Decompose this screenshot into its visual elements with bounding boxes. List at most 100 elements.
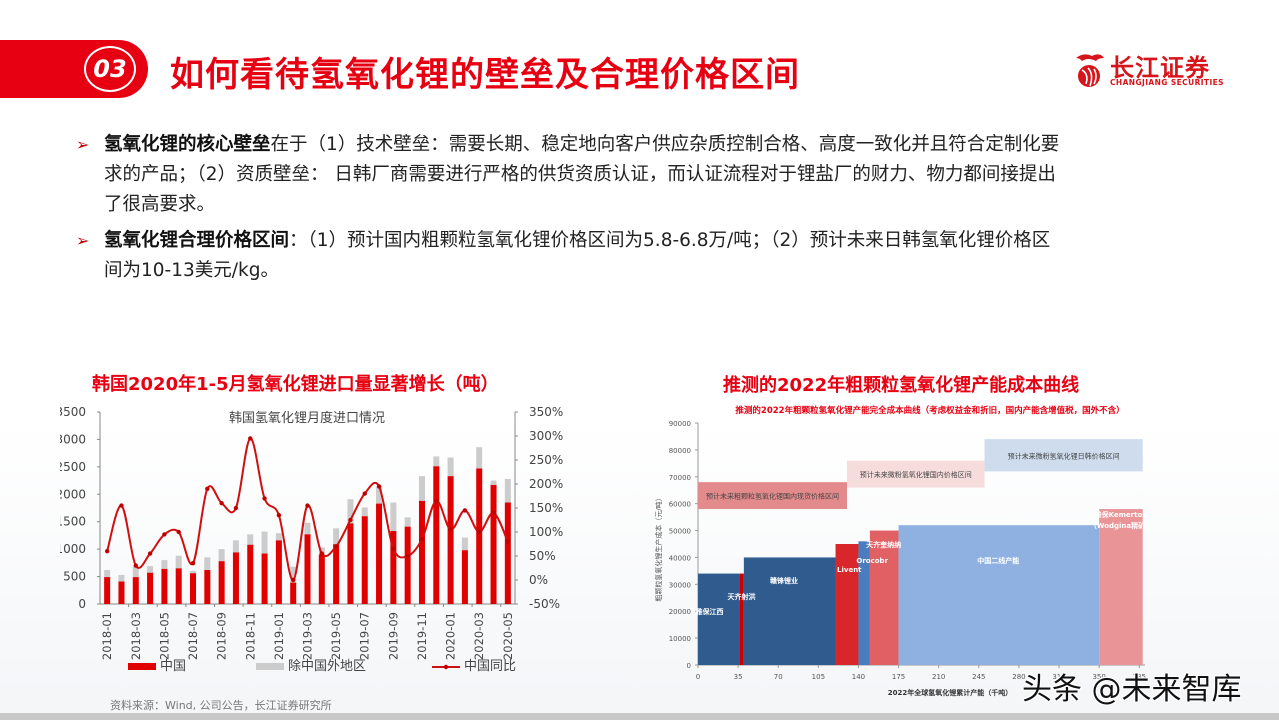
- arrow-bullet-icon: ➢: [76, 231, 90, 250]
- bar-other-regions: [347, 499, 354, 524]
- cost-block: [858, 541, 870, 665]
- price-band: [847, 460, 985, 488]
- bar-china: [218, 561, 225, 604]
- x-axis-tick: 350: [1092, 673, 1105, 681]
- right-axis-tick: -50%: [529, 597, 560, 611]
- price-band: [698, 482, 847, 510]
- legend-other: 除中国外地区: [288, 659, 366, 674]
- bar-china: [304, 534, 311, 604]
- left-axis-tick: 2500: [60, 460, 86, 474]
- cost-block: [698, 573, 740, 665]
- bullet-bold-lead: 氢氧化锂的核心壁垒: [104, 134, 271, 155]
- bar-china: [275, 540, 282, 604]
- bar-china: [390, 531, 397, 604]
- bar-other-regions: [418, 476, 425, 501]
- x-axis-tick: 2020-05: [501, 612, 515, 660]
- logo-english-name: CHANGJIANG SECURITIES: [1110, 78, 1224, 87]
- y-axis-tick: 60000: [669, 501, 691, 509]
- bar-other-regions: [461, 537, 468, 551]
- bar-china: [175, 568, 182, 604]
- x-axis-tick: 175: [892, 673, 905, 681]
- right-axis-tick: 0%: [529, 573, 548, 587]
- bar-other-regions: [132, 566, 139, 578]
- x-axis-tick: 385: [1133, 673, 1146, 681]
- bar-china: [376, 503, 383, 604]
- bar-china: [476, 468, 483, 604]
- y-axis-tick: 40000: [669, 554, 691, 562]
- x-axis-tick: 2018-09: [215, 612, 229, 660]
- bar-other-regions: [261, 531, 268, 554]
- bar-other-regions: [318, 547, 325, 555]
- bar-other-regions: [490, 480, 497, 485]
- bar-china: [361, 516, 368, 604]
- x-axis-tick: 2018-03: [129, 612, 143, 660]
- block-label: 雅保江西: [694, 607, 723, 616]
- y-axis-tick: 30000: [669, 581, 691, 589]
- right-axis-tick: 150%: [529, 501, 563, 515]
- bar-other-regions: [161, 560, 168, 569]
- block-label: 赣锋锂业: [770, 576, 798, 585]
- korea-import-chart: 韩国氢氧化锂月度进口情况 0 500 1000 1500 2000 2500 3000 3500…: [60, 405, 563, 674]
- bar-china: [433, 466, 440, 604]
- right-axis-tick: 100%: [529, 525, 563, 539]
- page-title: 如何看待氢氧化锂的壁垒及合理价格区间: [170, 55, 800, 95]
- x-axis-tick: 2019-11: [415, 612, 429, 660]
- x-axis-tick: 2020-03: [472, 612, 486, 660]
- bar-china: [404, 526, 411, 604]
- bar-other-regions: [104, 569, 111, 578]
- bar-china: [461, 550, 468, 604]
- bar-china: [418, 500, 425, 604]
- x-axis-tick: 2019-09: [386, 612, 400, 660]
- block-label: Livent: [837, 566, 862, 574]
- bar-china: [504, 502, 511, 604]
- x-axis-tick: 70: [774, 673, 783, 681]
- x-axis-tick: 2020-01: [444, 612, 458, 660]
- bullet-text: 间为10-13美元/kg。: [104, 260, 279, 281]
- cost-block: [869, 530, 899, 665]
- x-axis-tick: 2018-01: [100, 612, 114, 660]
- x-axis-tick: 35: [734, 673, 743, 681]
- left-axis-tick: 3000: [60, 432, 86, 446]
- bar-china: [261, 553, 268, 604]
- right-axis-tick: 250%: [529, 453, 563, 467]
- bar-other-regions: [190, 571, 197, 574]
- bar-china: [333, 544, 340, 604]
- right-axis-tick: 200%: [529, 477, 563, 491]
- bar-other-regions: [232, 540, 239, 553]
- y-axis-tick: 90000: [669, 420, 691, 428]
- x-axis-tick: 280: [1012, 673, 1025, 681]
- bar-other-regions: [204, 557, 211, 570]
- cost-block: [898, 525, 1100, 665]
- cost-curve-chart: 推测的2022年粗颗粒氢氧化锂产能完全成本曲线（考虑权益金和折旧，国内产能含增值…: [654, 405, 1152, 697]
- x-axis-tick: 2019-07: [358, 612, 372, 660]
- bar-other-regions: [333, 528, 340, 545]
- bar-other-regions: [218, 549, 225, 562]
- cost-block: [1099, 509, 1143, 665]
- dragon-logo-icon: [1076, 54, 1104, 87]
- bar-china: [490, 484, 497, 604]
- section-number-badge: 03: [84, 46, 136, 92]
- price-band-label: 预计未来粗颗粒氢氧化锂国内现货价格区间: [706, 492, 839, 501]
- bar-other-regions: [476, 447, 483, 469]
- bar-china: [247, 544, 254, 604]
- bar-china: [347, 523, 354, 604]
- bar-other-regions: [390, 502, 397, 532]
- y-axis-tick: 0: [687, 662, 691, 670]
- y-axis-tick: 50000: [669, 528, 691, 536]
- left-axis-tick: 3500: [60, 405, 86, 419]
- x-axis-tick: 2018-11: [243, 612, 257, 660]
- block-label: Orocobr: [856, 557, 888, 565]
- y-axis-tick: 20000: [669, 608, 691, 616]
- logo-chinese-name: 长江证券: [1110, 54, 1210, 82]
- x-axis-label: 2022年全球氢氧化锂累计产能（千吨）: [888, 688, 1012, 697]
- block-label: 天齐射洪: [728, 592, 756, 601]
- bar-other-regions: [275, 533, 282, 541]
- right-axis-tick: 300%: [529, 429, 563, 443]
- y-axis-tick: 70000: [669, 474, 691, 482]
- left-axis-tick: 500: [63, 570, 86, 584]
- x-axis-tick: 140: [852, 673, 865, 681]
- bar-china: [204, 569, 211, 604]
- left-axis-tick: 2000: [60, 487, 86, 501]
- block-label: 中国二线产能: [977, 556, 1019, 565]
- right-axis-tick: 350%: [529, 405, 563, 419]
